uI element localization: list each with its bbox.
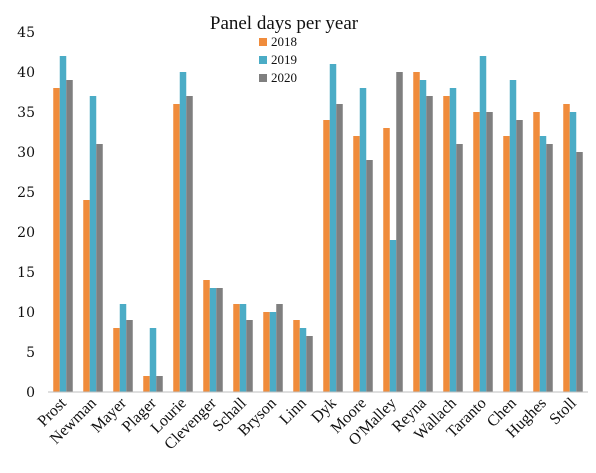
bar-2018-o-malley — [383, 128, 390, 392]
y-tick-label: 20 — [17, 225, 35, 241]
bar-2019-stoll — [569, 112, 577, 392]
y-tick-label: 25 — [17, 185, 35, 201]
bar-2020-plager — [156, 376, 163, 392]
y-tick-label: 30 — [17, 145, 35, 161]
bar-2020-clevenger — [216, 288, 223, 392]
bar-2019-schall — [239, 304, 247, 392]
bar-2019-wallach — [449, 88, 457, 392]
x-tick-label: Stoll — [546, 394, 580, 428]
bar-2020-newman — [96, 144, 103, 392]
bar-2018-mayer — [113, 328, 120, 392]
bar-2019-mayer — [119, 304, 127, 392]
y-tick-label: 10 — [17, 305, 35, 321]
bar-2018-wallach — [443, 96, 450, 392]
bar-2019-bryson — [269, 312, 277, 392]
y-tick-label: 5 — [26, 345, 35, 361]
y-tick-label: 15 — [17, 265, 35, 281]
bar-2019-prost — [59, 56, 67, 392]
bar-2019-linn — [299, 328, 307, 392]
y-axis: 0 5 10 15 20 25 30 35 40 45 — [17, 25, 35, 401]
bar-2018-dyk — [323, 120, 330, 392]
bar-2018-hughes — [533, 112, 540, 392]
bar-2020-lourie — [186, 96, 193, 392]
x-axis: ProstNewmanMayerPlagerLourieClevengerSch… — [35, 394, 581, 453]
bar-2020-hughes — [546, 144, 553, 392]
bar-2019-hughes — [539, 136, 547, 392]
bar-2020-dyk — [336, 104, 343, 392]
bar-2019-lourie — [179, 72, 187, 392]
legend-swatch-2018 — [259, 38, 267, 46]
legend-label-2019: 2019 — [271, 52, 297, 67]
bar-2019-reyna — [419, 80, 427, 392]
bars-group — [53, 56, 583, 392]
bar-2018-plager — [143, 376, 150, 392]
bar-2019-clevenger — [209, 288, 217, 392]
bar-2020-prost — [66, 80, 73, 392]
legend: 2018 2019 2020 — [259, 34, 297, 85]
bar-2020-schall — [246, 320, 253, 392]
x-tick-label: Linn — [276, 395, 309, 428]
bar-2019-plager — [149, 328, 157, 392]
bar-2020-reyna — [426, 96, 433, 392]
bar-2018-clevenger — [203, 280, 210, 392]
bar-2018-chen — [503, 136, 510, 392]
y-tick-label: 40 — [17, 65, 35, 81]
bar-2019-newman — [89, 96, 97, 392]
bar-2018-schall — [233, 304, 240, 392]
bar-2020-bryson — [276, 304, 283, 392]
bar-2018-taranto — [473, 112, 480, 392]
y-tick-label: 45 — [17, 25, 35, 41]
bar-2018-lourie — [173, 104, 180, 392]
bar-2018-reyna — [413, 72, 420, 392]
bar-2020-o-malley — [396, 72, 403, 392]
bar-2020-moore — [366, 160, 373, 392]
bar-2019-o-malley — [389, 240, 397, 392]
bar-2019-moore — [359, 88, 367, 392]
y-tick-label: 0 — [26, 385, 35, 401]
bar-2020-linn — [306, 336, 313, 392]
bar-2018-stoll — [563, 104, 570, 392]
bar-2019-taranto — [479, 56, 487, 392]
bar-2018-prost — [53, 88, 60, 392]
legend-swatch-2020 — [259, 74, 267, 82]
bar-2019-dyk — [329, 64, 337, 392]
bar-2020-stoll — [576, 152, 583, 392]
bar-2018-newman — [83, 200, 90, 392]
bar-2018-linn — [293, 320, 300, 392]
bar-2019-chen — [509, 80, 517, 392]
chart-title: Panel days per year — [210, 13, 359, 34]
bar-2020-taranto — [486, 112, 493, 392]
legend-label-2018: 2018 — [271, 34, 297, 49]
bar-2020-wallach — [456, 144, 463, 392]
legend-swatch-2019 — [259, 56, 267, 64]
bar-2018-bryson — [263, 312, 270, 392]
bar-2018-moore — [353, 136, 360, 392]
bar-2020-chen — [516, 120, 523, 392]
y-tick-label: 35 — [17, 105, 35, 121]
bar-2020-mayer — [126, 320, 133, 392]
legend-label-2020: 2020 — [271, 70, 297, 85]
